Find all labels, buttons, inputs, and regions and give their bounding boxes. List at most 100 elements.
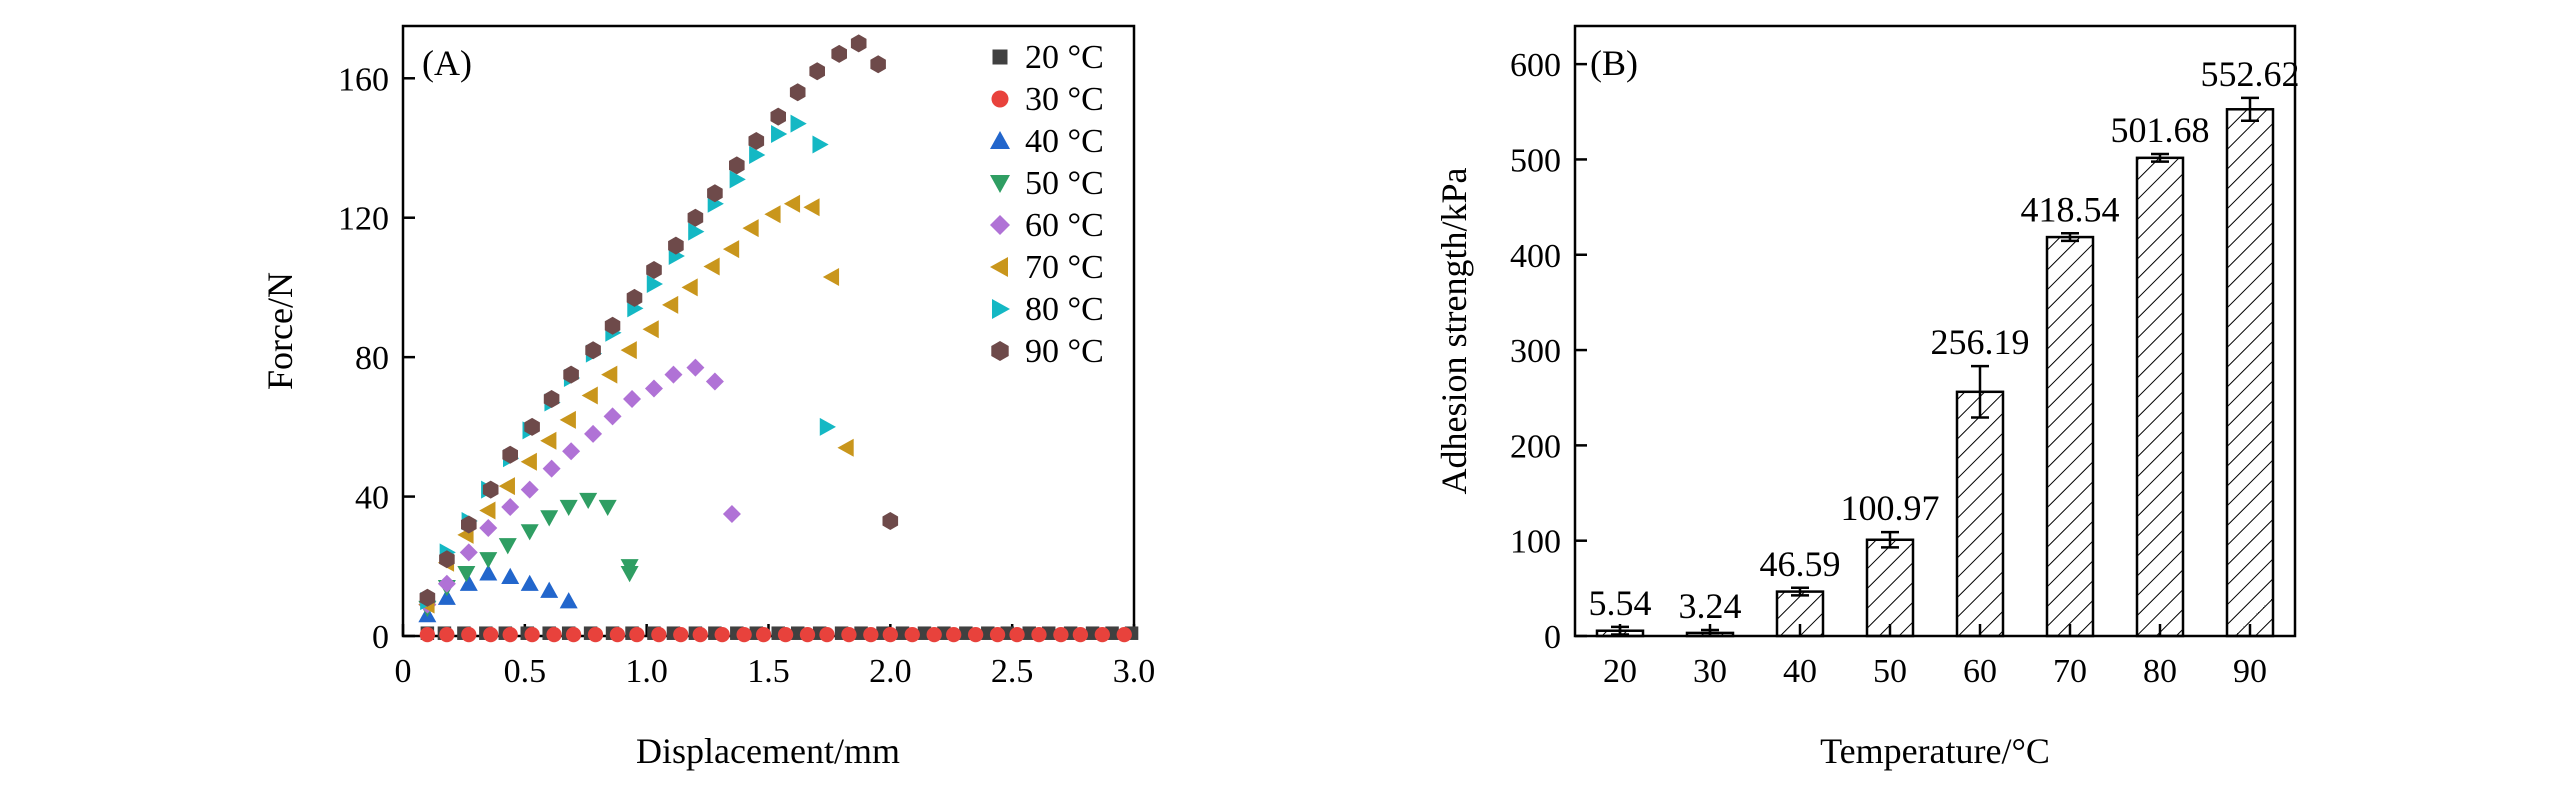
data-point bbox=[967, 626, 984, 643]
data-point bbox=[479, 501, 496, 520]
error-bar bbox=[2061, 232, 2079, 243]
data-point bbox=[736, 626, 752, 643]
data-point bbox=[479, 552, 498, 569]
data-point bbox=[562, 442, 581, 461]
data-point bbox=[542, 459, 561, 478]
data-point bbox=[626, 288, 643, 307]
data-point bbox=[1094, 626, 1110, 643]
data-point bbox=[437, 588, 456, 605]
data-point bbox=[601, 365, 618, 384]
data-point bbox=[809, 62, 825, 81]
data-point bbox=[673, 626, 689, 643]
error-bar bbox=[1881, 530, 1899, 549]
data-point bbox=[543, 390, 560, 408]
legend-label: 50 °C bbox=[1025, 165, 1104, 202]
series-70c bbox=[418, 194, 854, 614]
data-point bbox=[687, 208, 704, 227]
bar-value-label: 5.54 bbox=[1589, 583, 1652, 623]
legend-label: 20 °C bbox=[1025, 39, 1104, 76]
data-point bbox=[419, 588, 436, 607]
data-point bbox=[623, 389, 642, 408]
data-point bbox=[904, 626, 920, 643]
data-point bbox=[520, 524, 539, 541]
data-point bbox=[579, 492, 598, 510]
data-point bbox=[483, 626, 499, 643]
bar-value-label: 3.24 bbox=[1679, 586, 1742, 626]
data-point bbox=[1031, 626, 1047, 643]
data-point bbox=[989, 626, 1006, 643]
panel-b-x-tick-label: 70 bbox=[2053, 653, 2087, 690]
panel-b-x-axis-label: Temperature/°C bbox=[1820, 731, 2050, 771]
panel-a-x-tick-label: 1.5 bbox=[747, 653, 790, 690]
data-point bbox=[437, 574, 456, 593]
bar bbox=[1865, 538, 1915, 638]
panel-b-x-tick-label: 60 bbox=[1963, 653, 1997, 690]
error-bar bbox=[1971, 364, 1989, 419]
error-bar bbox=[1791, 586, 1809, 597]
data-point bbox=[662, 295, 679, 314]
data-point bbox=[783, 194, 801, 213]
legend-label: 90 °C bbox=[1025, 333, 1104, 370]
data-point bbox=[502, 626, 518, 643]
data-point bbox=[604, 316, 621, 335]
data-point bbox=[651, 626, 667, 643]
data-point bbox=[803, 198, 820, 217]
data-point bbox=[837, 438, 854, 457]
data-point bbox=[520, 452, 537, 471]
bar-value-label: 46.59 bbox=[1760, 544, 1841, 584]
data-point bbox=[870, 55, 886, 74]
legend-marker bbox=[990, 175, 1010, 193]
panel-a-x-axis-label: Displacement/mm bbox=[636, 731, 900, 771]
data-point bbox=[789, 83, 806, 102]
panel-b-label: (B) bbox=[1590, 43, 1638, 83]
panel-a-x-tick-label: 0.5 bbox=[504, 653, 547, 690]
data-point bbox=[748, 132, 765, 150]
data-point bbox=[524, 417, 540, 436]
data-point bbox=[642, 320, 659, 339]
bar bbox=[1775, 590, 1825, 638]
legend-label: 60 °C bbox=[1025, 207, 1104, 244]
data-point bbox=[926, 626, 942, 643]
data-point bbox=[479, 564, 498, 581]
data-point bbox=[501, 498, 520, 517]
data-point bbox=[498, 477, 515, 496]
legend-label: 70 °C bbox=[1025, 249, 1104, 286]
data-point bbox=[819, 626, 835, 643]
panel-b-y-tick-label: 500 bbox=[1510, 142, 1561, 179]
panel-b-x-tick-label: 30 bbox=[1693, 653, 1727, 690]
data-point bbox=[559, 592, 578, 609]
data-point bbox=[882, 512, 899, 530]
data-point bbox=[799, 626, 816, 643]
data-point bbox=[587, 626, 604, 643]
bar bbox=[2225, 108, 2275, 638]
error-bar bbox=[2241, 96, 2259, 122]
panel-b-y-tick-label: 100 bbox=[1510, 524, 1561, 561]
data-point bbox=[603, 407, 622, 426]
panel-a-y-tick-label: 0 bbox=[372, 619, 389, 656]
bar-value-label: 501.68 bbox=[2111, 110, 2210, 150]
data-point bbox=[664, 365, 683, 384]
data-point bbox=[479, 518, 498, 537]
data-point bbox=[646, 274, 663, 293]
panel-a-x-tick-label: 0 bbox=[395, 653, 412, 690]
panel-a-data-points bbox=[418, 34, 1139, 643]
data-point bbox=[692, 626, 708, 643]
data-point bbox=[722, 240, 740, 259]
panel-a-y-tick-label: 160 bbox=[338, 61, 389, 98]
data-point bbox=[439, 626, 455, 643]
data-point bbox=[520, 574, 539, 591]
data-point bbox=[764, 205, 781, 224]
legend-marker bbox=[990, 131, 1010, 149]
panel-b-ticks: 0 100 200 300 400 500 600 20 30 40 50 60 70 80 90 bbox=[1510, 47, 2267, 690]
bar bbox=[2045, 235, 2095, 638]
data-point bbox=[459, 574, 478, 591]
legend-label: 30 °C bbox=[1025, 81, 1104, 118]
data-point bbox=[598, 499, 617, 517]
bar-value-label: 256.19 bbox=[1931, 322, 2030, 362]
panel-a-x-tick-label: 1.0 bbox=[625, 653, 668, 690]
data-point bbox=[559, 499, 578, 517]
panel-b-bar-chart: (B) Temperature/°C Adhesion strength/kPa… bbox=[1434, 24, 2300, 771]
data-point bbox=[584, 424, 603, 443]
bar bbox=[1955, 390, 2005, 638]
